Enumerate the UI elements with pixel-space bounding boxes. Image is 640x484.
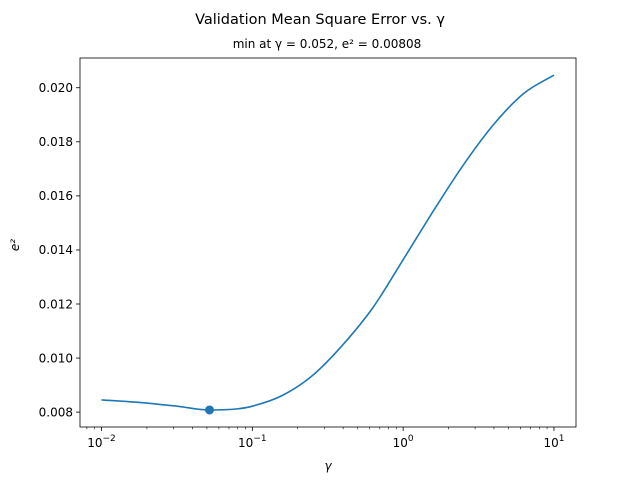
x-tick-label: 100 — [393, 434, 414, 450]
plot-frame — [79, 57, 577, 428]
y-tick-label: 0.014 — [39, 243, 73, 257]
x-tick-label: 101 — [543, 434, 564, 450]
chart-title: Validation Mean Square Error vs. γ — [195, 12, 445, 28]
y-axis-label: e² — [8, 239, 22, 251]
chart-subtitle: min at γ = 0.052, e² = 0.00808 — [233, 37, 422, 51]
y-tick-label: 0.008 — [39, 405, 73, 419]
series-line-0 — [101, 74, 555, 411]
y-tick-label: 0.012 — [39, 297, 73, 311]
min-marker — [205, 405, 215, 415]
x-tick-label: 10−2 — [87, 434, 116, 450]
y-tick-label: 0.016 — [39, 189, 73, 203]
y-tick-label: 0.018 — [39, 135, 73, 149]
plot-area: 0.008 0.010 0.012 0.014 0.016 0.018 0.020 10−2 1… — [39, 57, 577, 450]
y-tick-label: 0.010 — [39, 351, 73, 365]
y-tick-label: 0.020 — [39, 81, 73, 95]
x-axis-label: γ — [324, 459, 332, 473]
x-tick-label: 10−1 — [238, 434, 267, 450]
